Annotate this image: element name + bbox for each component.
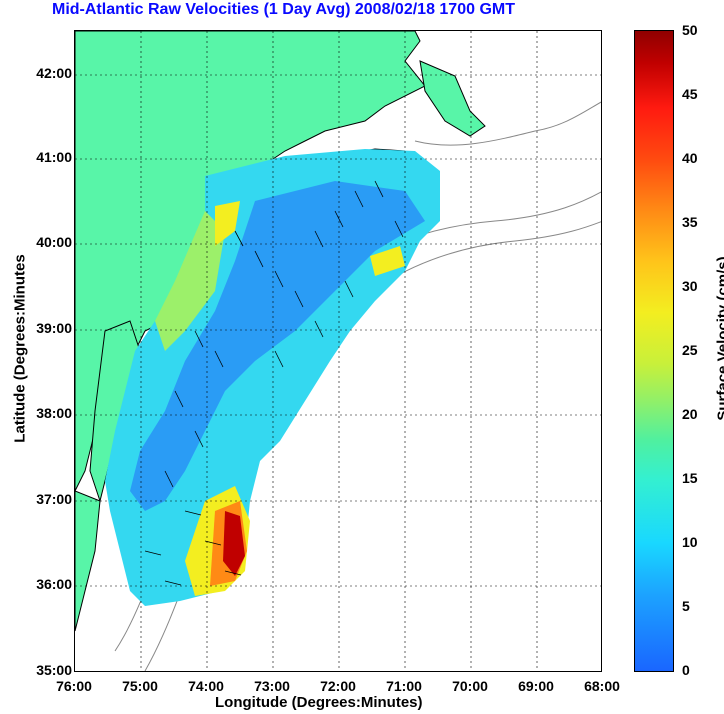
x-tick-label: 74:00 (188, 678, 224, 694)
y-tick-label: 38:00 (36, 405, 72, 421)
colorbar-tick-label: 30 (682, 278, 698, 294)
x-tick-label: 68:00 (584, 678, 620, 694)
x-tick-label: 76:00 (56, 678, 92, 694)
x-axis-label: Longitude (Degrees:Minutes) (215, 694, 423, 711)
colorbar-tick-label: 10 (682, 534, 698, 550)
y-tick-label: 37:00 (36, 491, 72, 507)
velocity-patch-yellow-north (215, 201, 240, 246)
land-mass-south (75, 490, 101, 632)
velocity-vector-arrows (144, 180, 404, 586)
colorbar-tick-label: 25 (682, 342, 698, 358)
colorbar-tick-label: 45 (682, 86, 698, 102)
y-tick-label: 36:00 (36, 576, 72, 592)
colorbar-tick-label: 15 (682, 470, 698, 486)
velocity-patch-green (155, 211, 225, 351)
colorbar-tick-label: 20 (682, 406, 698, 422)
colorbar-tick-label: 35 (682, 214, 698, 230)
y-tick-label: 42:00 (36, 65, 72, 81)
colorbar (634, 30, 674, 672)
map-title: Mid-Atlantic Raw Velocities (1 Day Avg) … (52, 1, 515, 18)
x-tick-label: 72:00 (320, 678, 356, 694)
velocity-patch-blue (130, 181, 425, 511)
map-canvas (75, 31, 601, 671)
y-tick-label: 40:00 (36, 234, 72, 250)
colorbar-tick-label: 50 (682, 22, 698, 38)
x-tick-label: 75:00 (122, 678, 158, 694)
x-tick-label: 73:00 (254, 678, 290, 694)
colorbar-label: Surface Velocity (cm/s) (714, 256, 724, 421)
colorbar-tick-label: 0 (682, 662, 690, 678)
colorbar-tick-label: 5 (682, 598, 690, 614)
bathymetry-contour (414, 101, 601, 146)
land-mass-cape-cod (419, 60, 486, 137)
y-axis-label: Latitude (Degrees:Minutes (11, 254, 29, 443)
velocity-patch-yellow-east (370, 246, 405, 276)
velocity-patch-red (223, 511, 245, 576)
x-tick-label: 71:00 (386, 678, 422, 694)
map-plot-area[interactable] (74, 30, 602, 672)
y-tick-label: 41:00 (36, 149, 72, 165)
y-tick-label: 35:00 (36, 662, 72, 678)
colorbar-tick-label: 40 (682, 150, 698, 166)
x-tick-label: 70:00 (452, 678, 488, 694)
y-tick-label: 39:00 (36, 320, 72, 336)
x-tick-label: 69:00 (518, 678, 554, 694)
map-grid (75, 31, 601, 671)
